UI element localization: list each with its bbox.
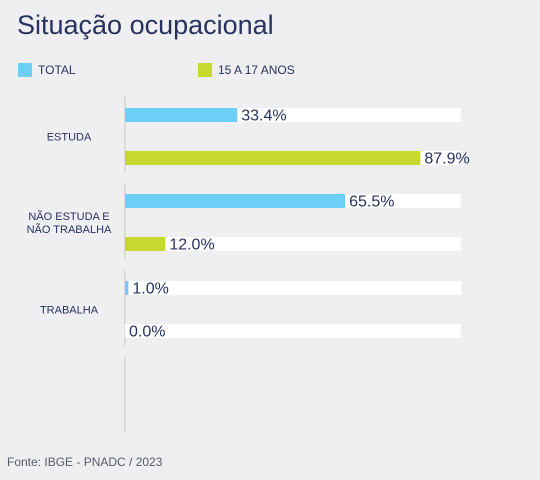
bar-track: [125, 324, 461, 338]
data-label: 1.0%: [132, 281, 168, 298]
category-label: NÃO ESTUDA E: [28, 210, 109, 223]
legend-swatch-total: [18, 63, 32, 77]
data-label: 87.9%: [424, 151, 469, 168]
legend-label-total: TOTAL: [38, 63, 76, 77]
bar: [125, 108, 238, 122]
legend-label-15-a-17-anos: 15 A 17 ANOS: [218, 63, 295, 77]
legend-item-15-a-17-anos: 15 A 17 ANOS: [198, 62, 295, 78]
category-label: ESTUDA: [47, 132, 92, 144]
chart-title: Situação ocupacional: [17, 10, 274, 40]
bar-track: [125, 237, 461, 251]
legend-item-total: TOTAL: [18, 62, 76, 78]
category-label: NÃO TRABALHA: [27, 223, 112, 236]
bar-track: [125, 281, 461, 295]
category-label: TRABALHA: [40, 305, 99, 317]
bar: [125, 237, 166, 251]
data-label: 0.0%: [129, 324, 165, 341]
source-note: Fonte: IBGE - PNADC / 2023: [7, 455, 163, 469]
bar: [125, 281, 129, 295]
bar: [125, 151, 421, 165]
data-label: 65.5%: [349, 194, 394, 211]
data-label: 33.4%: [241, 108, 286, 125]
bar: [125, 194, 346, 208]
legend-swatch-15-a-17-anos: [198, 63, 212, 77]
data-label: 12.0%: [169, 237, 214, 254]
